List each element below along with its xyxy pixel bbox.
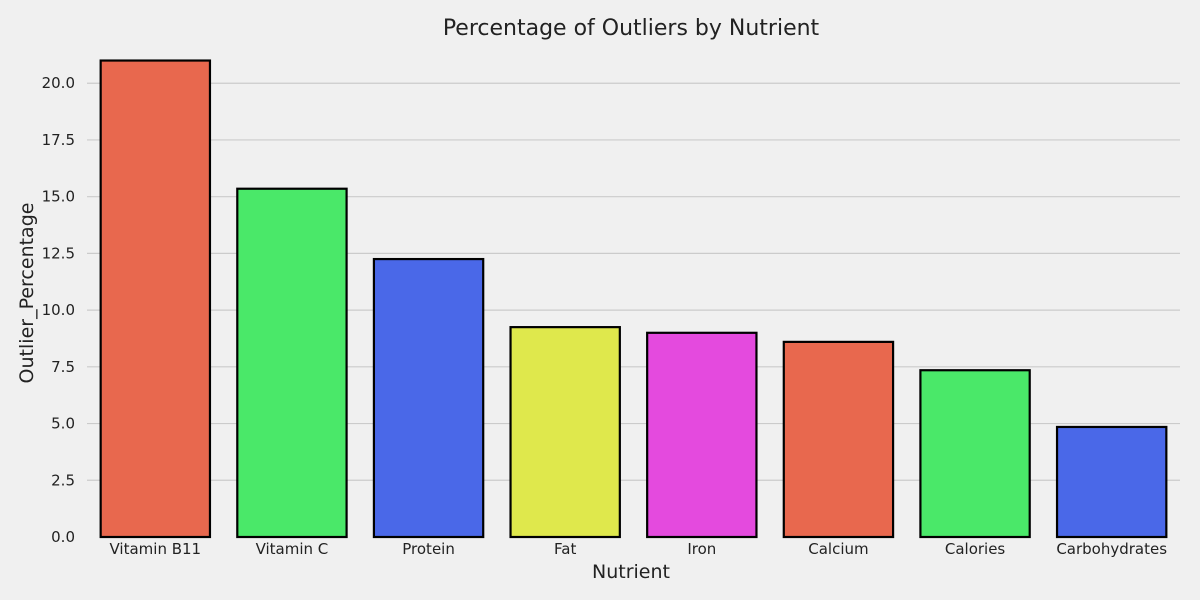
x-tick-label: Carbohydrates — [1056, 540, 1167, 558]
y-tick-label: 10.0 — [42, 301, 75, 319]
bar-carbohydrates — [1055, 425, 1168, 539]
y-axis-label: Outlier_Percentage — [16, 203, 38, 384]
x-tick-label: Vitamin C — [256, 540, 329, 558]
y-tick-label: 2.5 — [51, 471, 75, 489]
y-tick-label: 20.0 — [42, 74, 75, 92]
chart-title: Percentage of Outliers by Nutrient — [443, 16, 820, 41]
bars — [99, 59, 1168, 539]
x-tick-label: Calories — [945, 540, 1006, 558]
bar-vitamin-c — [236, 187, 348, 539]
x-tick-label: Calcium — [808, 540, 868, 558]
bar-iron — [646, 331, 758, 539]
y-tick-label: 0.0 — [51, 528, 75, 546]
y-tick-label: 15.0 — [42, 188, 75, 206]
x-tick-label: Protein — [402, 540, 455, 558]
bar-fat — [509, 326, 621, 539]
y-tick-label: 12.5 — [42, 244, 75, 262]
y-tick-label: 5.0 — [51, 415, 75, 433]
bar-calcium — [782, 340, 895, 539]
x-axis-label: Nutrient — [592, 561, 670, 583]
x-tick-label: Fat — [554, 540, 576, 558]
y-axis-ticks: 0.0 2.5 5.0 7.5 10.0 12.5 15.0 17.5 20.0 — [42, 74, 75, 546]
bar-vitamin-b11 — [99, 59, 212, 539]
y-tick-label: 7.5 — [51, 358, 75, 376]
y-tick-label: 17.5 — [42, 131, 75, 149]
x-axis-ticks: Vitamin B11 Vitamin C Protein Fat Iron Calciu… — [110, 540, 1168, 558]
x-tick-label: Vitamin B11 — [110, 540, 202, 558]
bar-protein — [372, 257, 485, 539]
x-tick-label: Iron — [687, 540, 716, 558]
bar-calories — [919, 369, 1031, 539]
